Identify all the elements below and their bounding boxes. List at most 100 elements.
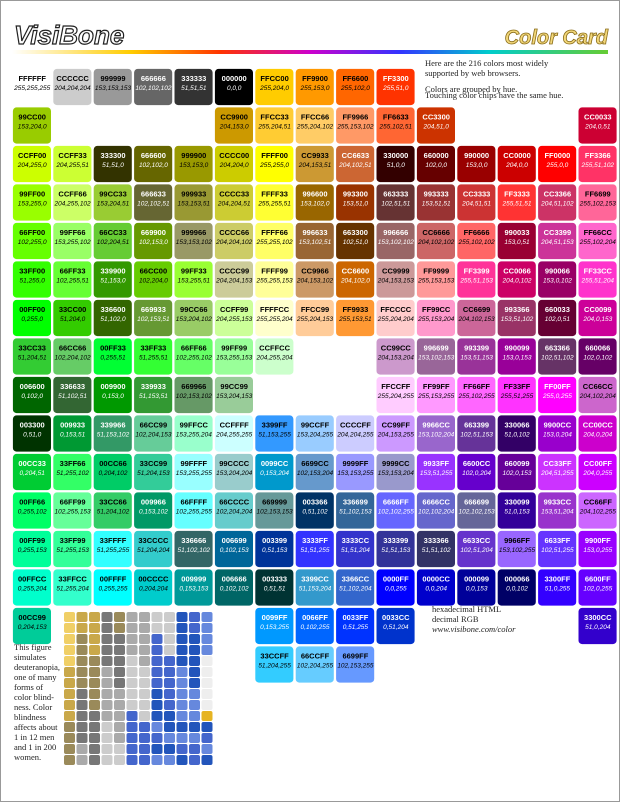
chip-hex: 993366 [504,305,529,314]
chip-hex: 0000CC [422,575,450,584]
color-chip [214,530,254,568]
mosaic-cell [76,755,88,765]
mosaic-cell [176,612,188,622]
chip-hex: FF99CC [422,305,451,314]
mosaic-cell [139,634,150,644]
color-chip [173,376,214,414]
mosaic-cell [201,722,213,732]
mosaic-cell [201,755,213,765]
chip-rgb: 255,102,255 [458,393,496,400]
chip-rgb: 153,102,0 [301,201,330,208]
chip-hex: 9966CC [422,421,450,430]
color-chip [294,260,335,299]
color-chip [52,414,93,453]
color-chip [577,491,618,530]
mosaic-cell [176,689,188,699]
mosaic-cell [114,678,125,688]
mosaic-cell [76,744,88,754]
color-chip [214,222,254,260]
mosaic-cell [139,755,150,765]
chip-hex: 00FF66 [19,498,45,507]
chip-rgb: 102,0,153 [503,470,532,477]
chip-rgb: 204,153,204 [377,355,415,362]
color-chip [254,568,295,607]
chip-rgb: 255,102,153 [579,201,617,208]
color-chip [133,183,173,222]
chip-rgb: 51,51,0 [102,162,124,169]
mosaic-cell [139,700,150,710]
color-chip [92,376,133,414]
chip-rgb: 102,204,102 [55,355,92,362]
color-chip [254,453,295,491]
chip-hex: 9966FF [504,536,530,545]
mosaic-cell [126,623,138,633]
mosaic-cell [139,744,150,754]
color-chip [133,299,173,337]
chip-rgb: 255,204,153 [296,316,334,323]
chip-rgb: 255,153,0 [300,85,330,92]
color-chip [12,106,52,145]
chip-rgb: 0,51,0 [23,432,41,439]
chip-hex: 3366CC [342,575,370,584]
chip-hex: CCFF66 [58,190,86,199]
mosaic-cell [164,733,175,743]
chip-hex: 999999 [100,74,125,83]
color-chip [294,491,335,530]
color-chip [173,183,214,222]
chip-hex: 666600 [141,151,166,160]
chip-rgb: 204,255,51 [55,162,89,169]
chip-hex: 669900 [141,228,166,237]
chip-hex: 660099 [504,459,529,468]
color-chip [496,222,537,260]
chip-rgb: 255,255,255 [13,85,51,92]
color-chip [456,414,497,453]
mosaic-cell [101,689,113,699]
color-chip [12,453,52,491]
chip-hex: 006699 [222,536,247,545]
mosaic-cell [89,711,100,721]
color-chip [133,530,173,568]
chip-hex: 33CC33 [18,344,46,353]
chip-rgb: 153,102,255 [499,547,536,554]
chip-hex: CC3333 [463,190,491,199]
mosaic-cell [76,733,88,743]
color-chip [52,491,93,530]
legend-line: www.visibone.com/color [432,624,516,634]
chip-rgb: 153,204,0 [18,124,47,131]
mosaic-cell [189,623,200,633]
color-chip [214,453,254,491]
chip-hex: 6699CC [301,459,329,468]
chip-rgb: 255,0,0 [546,162,569,169]
chip-hex: 6600CC [463,459,491,468]
color-chip [496,183,537,222]
color-chip [133,376,173,414]
color-chip [294,530,335,568]
chip-rgb: 0,102,102 [220,586,249,593]
chip-rgb: 204,102,102 [417,239,455,246]
mosaic-cell [151,623,163,633]
chip-hex: 33CC66 [99,498,127,507]
mosaic-cell [89,722,100,732]
color-chip [52,68,93,106]
chip-hex: 996699 [424,344,449,353]
mosaic-cell [201,678,213,688]
chip-rgb: 153,255,0 [18,201,47,208]
mosaic-cell [64,689,75,699]
chip-rgb: 0,204,204 [139,586,168,593]
mosaic-cell [201,744,213,754]
mosaic-cell [201,634,213,644]
mosaic-cell [189,700,200,710]
chip-rgb: 153,153,255 [337,470,374,477]
mosaic-cell [164,667,175,677]
chip-hex: FF33FF [504,382,531,391]
mosaic-cell [76,700,88,710]
chip-rgb: 204,153,255 [377,432,415,439]
mosaic-cell [151,612,163,622]
chip-rgb: 153,255,51 [178,278,211,285]
chip-rgb: 0,102,0 [21,393,43,400]
color-chip [577,106,618,145]
mosaic-cell [151,711,163,721]
chip-rgb: 153,102,102 [378,239,415,246]
mosaic-cell [89,678,100,688]
chip-rgb: 204,204,255 [336,432,374,439]
